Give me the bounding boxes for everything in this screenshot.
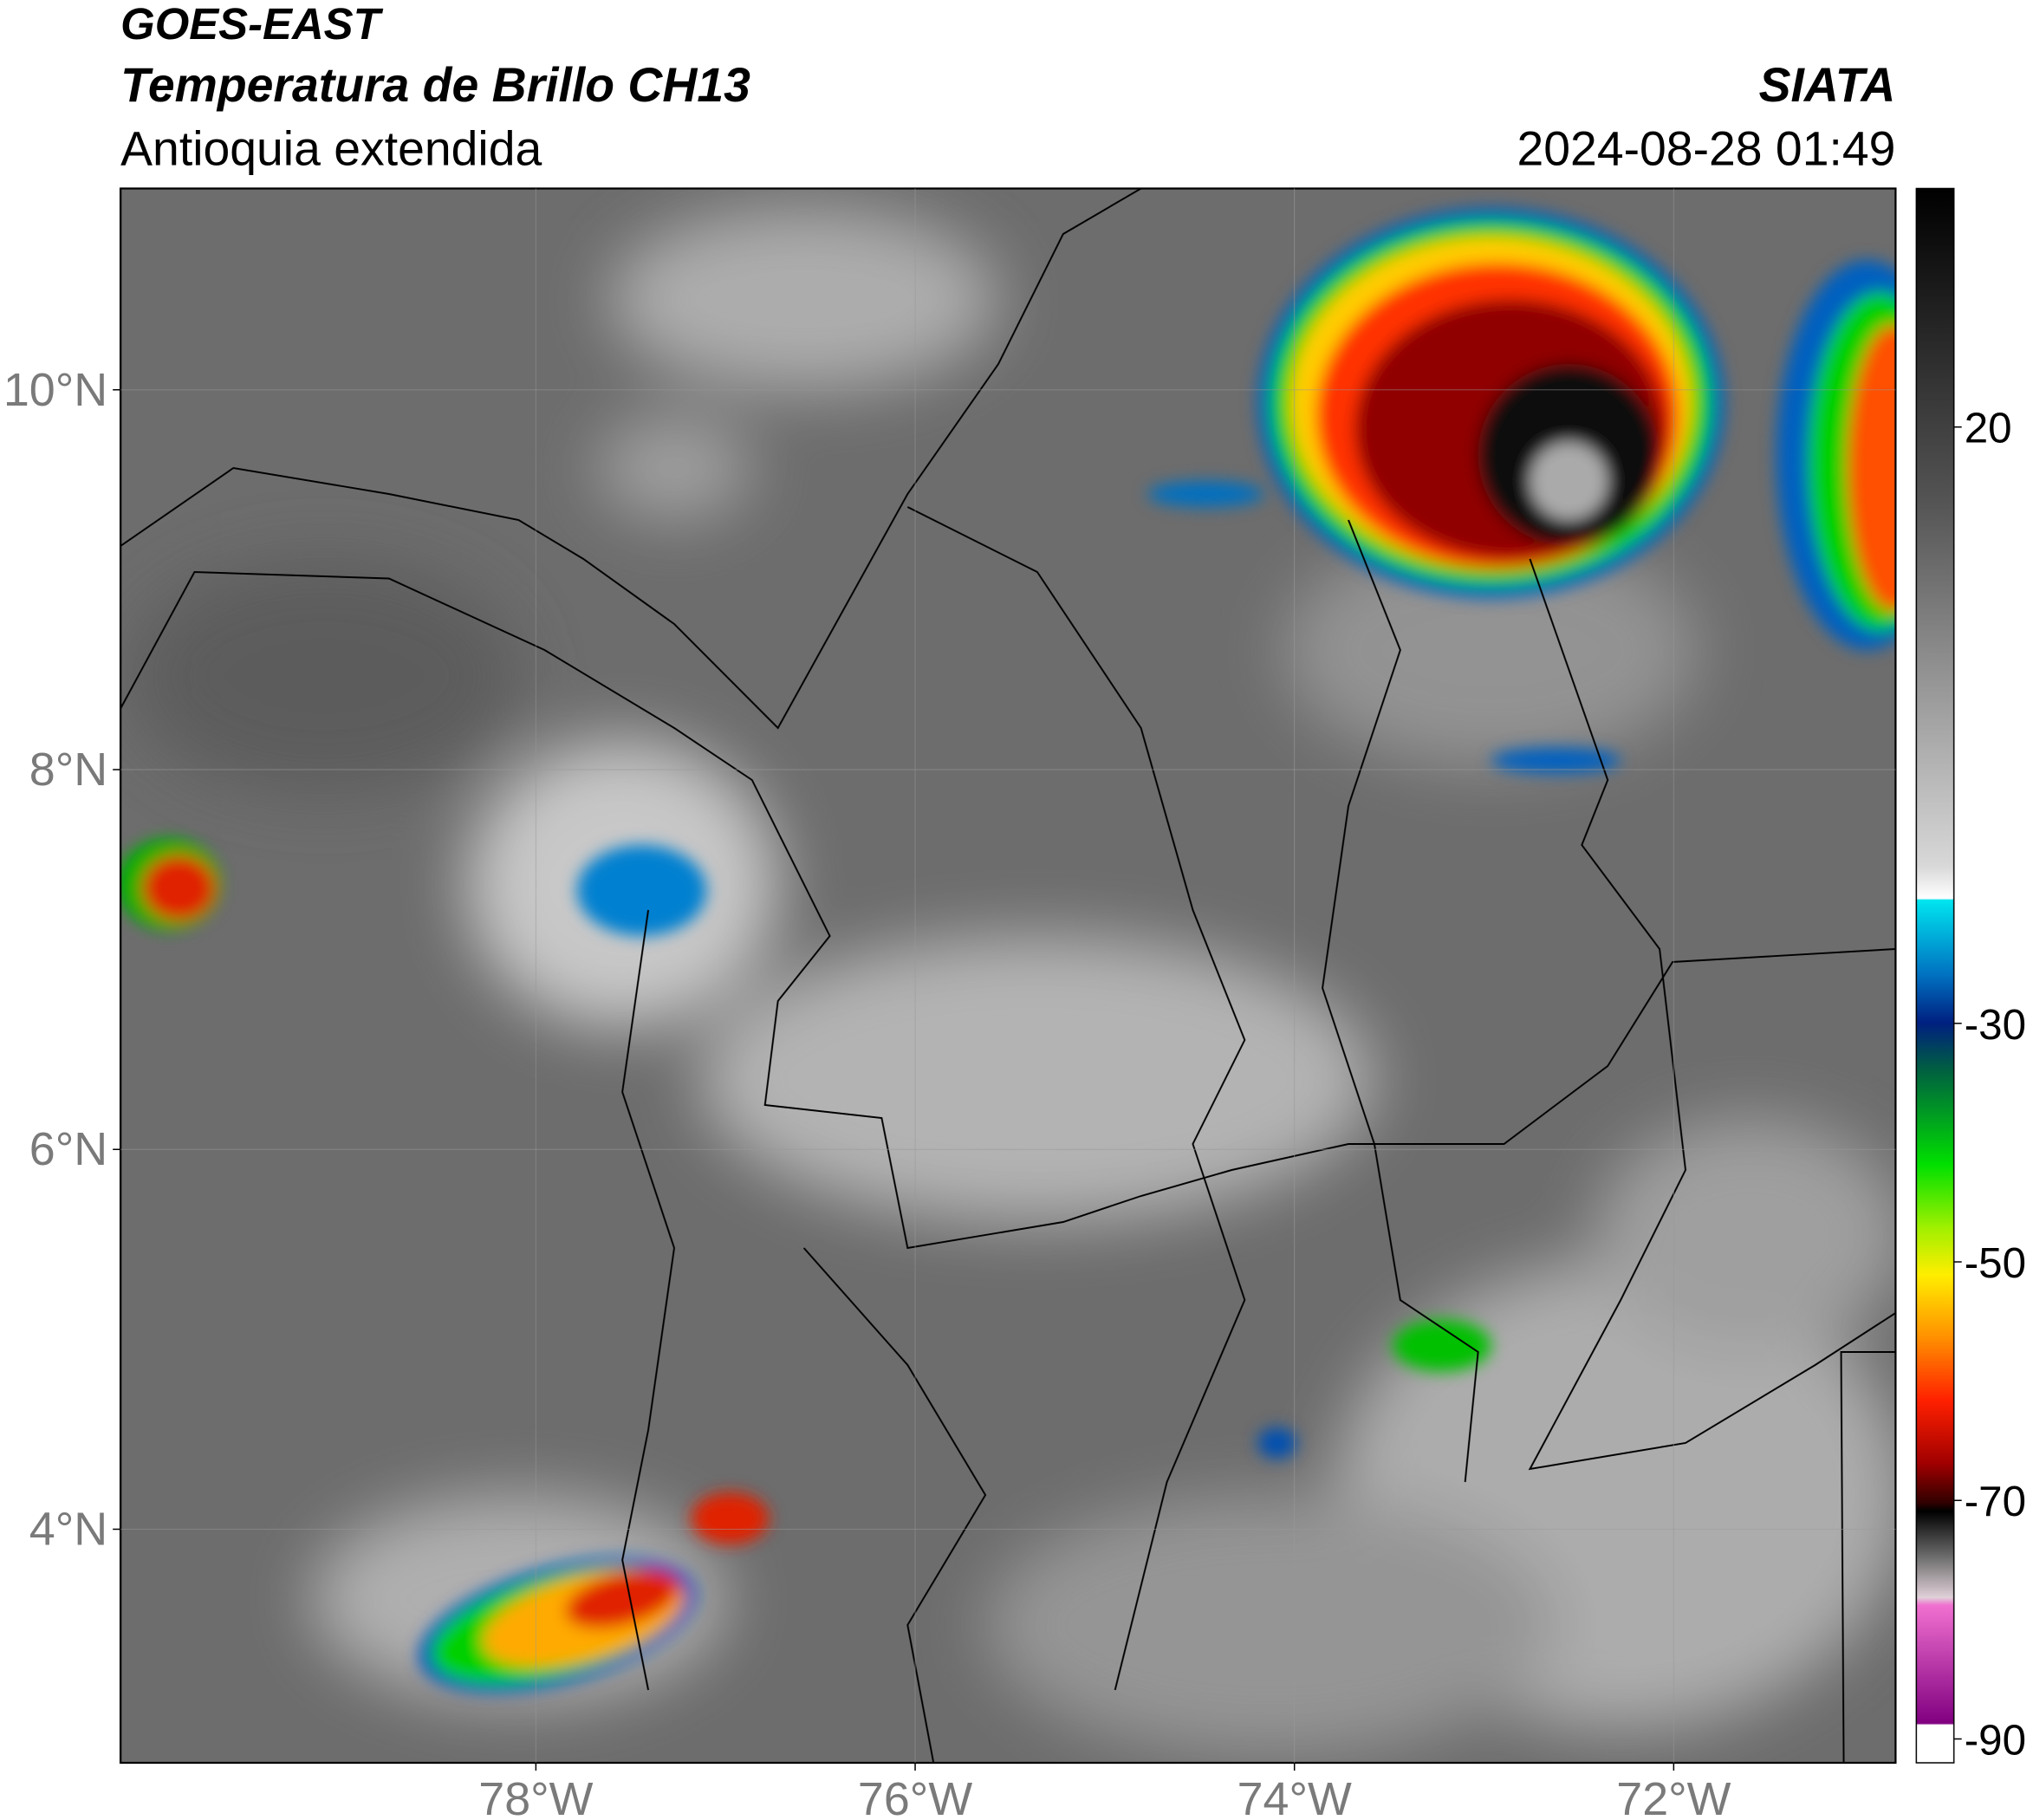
x-tick-label: 76°W xyxy=(858,1773,972,1820)
datetime: 2024-08-28 01:49 xyxy=(1517,121,1895,175)
title: GOES-EAST xyxy=(120,0,383,49)
x-tick-label: 74°W xyxy=(1237,1773,1352,1820)
x-tick-label: 78°W xyxy=(478,1773,593,1820)
region: Antioquia extendida xyxy=(120,121,542,175)
x-tick-label: 72°W xyxy=(1616,1773,1731,1820)
y-tick-label: 10°N xyxy=(3,364,107,416)
colorbar-tick-label: 20 xyxy=(1965,405,2012,452)
subtitle: Temperatura de Brillo CH13 xyxy=(120,58,750,112)
colorbar-tick-label: -50 xyxy=(1965,1239,2026,1287)
y-tick-label: 6°N xyxy=(29,1123,107,1175)
colorbar-tick-label: -70 xyxy=(1965,1478,2026,1525)
colorbar xyxy=(1915,187,1955,1764)
y-tick-label: 8°N xyxy=(29,744,107,796)
plot-frame xyxy=(120,187,1897,1765)
colorbar-tick-label: -30 xyxy=(1965,1001,2026,1049)
y-tick-label: 4°N xyxy=(29,1503,107,1555)
colorbar-tick-label: -90 xyxy=(1965,1716,2026,1764)
borders xyxy=(120,188,1896,1763)
source: SIATA xyxy=(1759,58,1896,112)
satellite-image xyxy=(120,188,1896,1763)
